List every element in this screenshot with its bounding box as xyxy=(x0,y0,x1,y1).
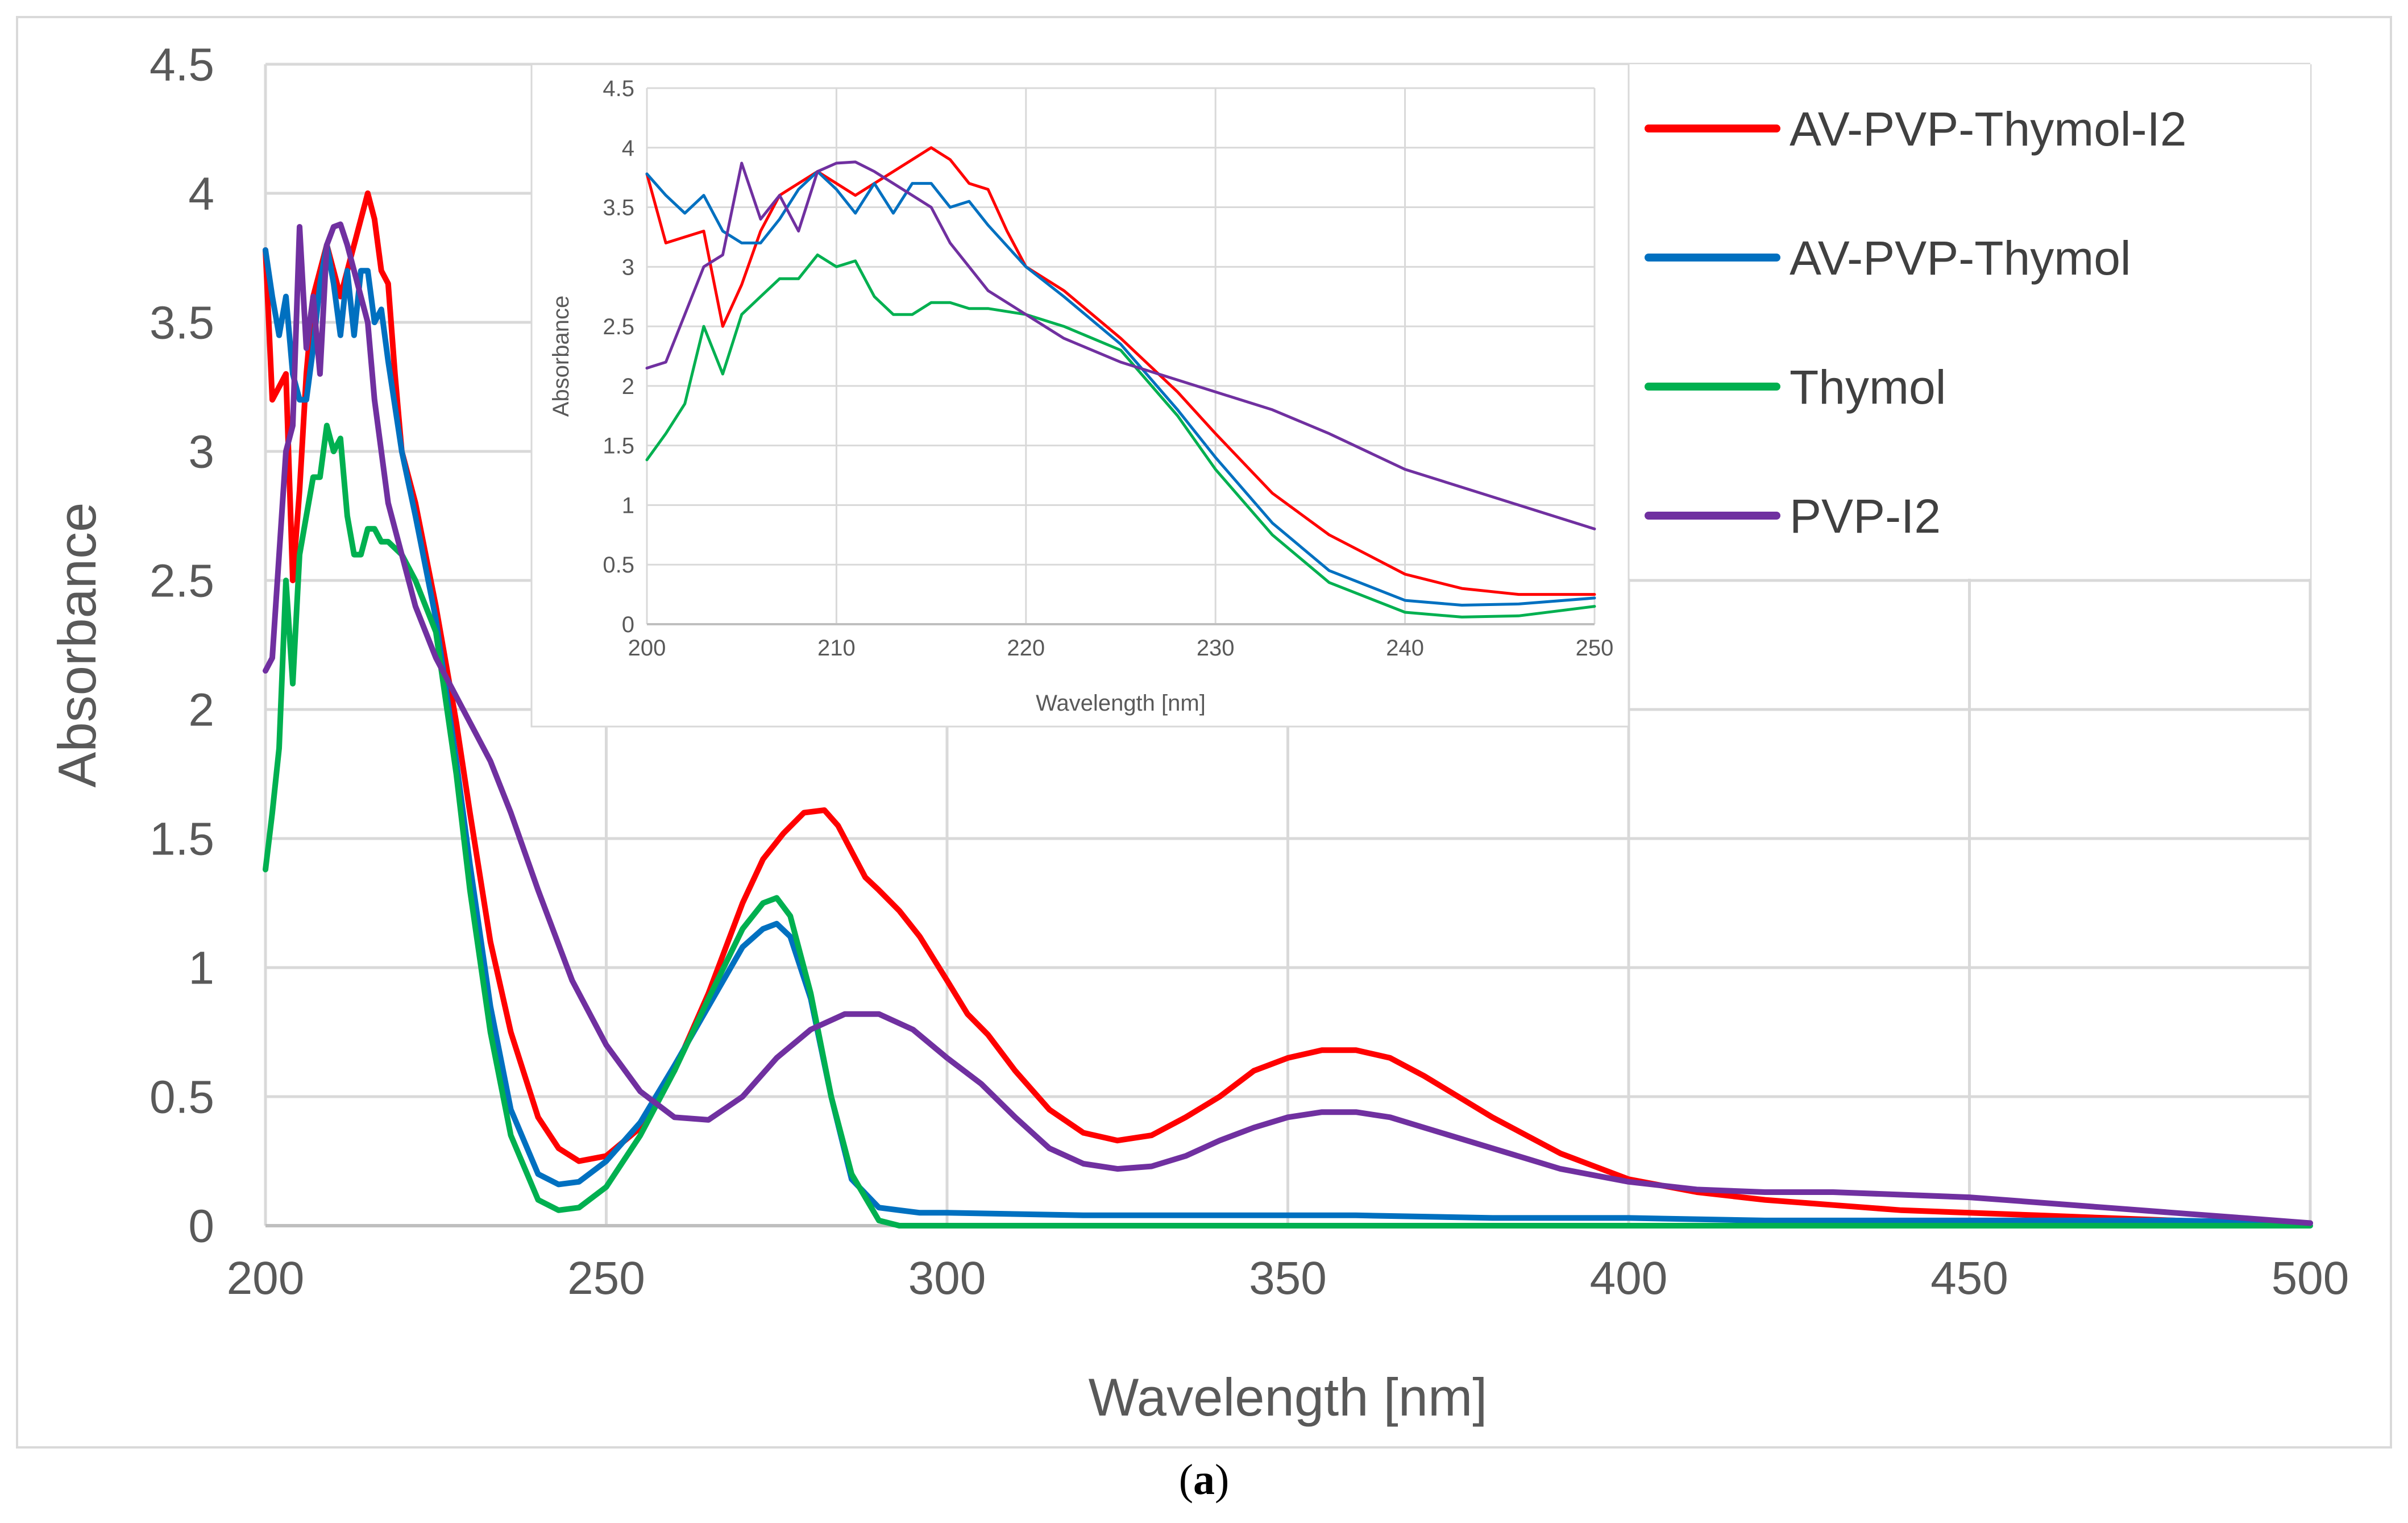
main-series-line-thymol xyxy=(263,422,2313,1229)
inset-y-tick-label: 3 xyxy=(622,255,634,280)
inset-series-line-thymol xyxy=(645,253,1596,619)
main-x-tick-label: 500 xyxy=(2272,1252,2349,1304)
legend-background xyxy=(1627,64,2310,579)
main-x-tick-label: 300 xyxy=(908,1252,986,1304)
inset-y-tick-label: 0.5 xyxy=(603,553,634,578)
caption-open: ( xyxy=(1178,1456,1193,1504)
inset-y-tick-label: 1.5 xyxy=(603,434,634,459)
main-x-tick-label: 200 xyxy=(227,1252,305,1304)
main-y-tick-label: 3.5 xyxy=(150,297,214,349)
inset-series-line-av-pvp-thymol xyxy=(645,170,1596,607)
inset-y-tick-label: 4.5 xyxy=(603,76,634,101)
legend-label: PVP-I2 xyxy=(1790,489,1941,543)
inset-chart: 0 0.5 1 1.5 2 2.5 3 3.5 4 4.5 200 210 220 230 240 250 Wa… xyxy=(530,63,1630,728)
inset-x-tick-label: 240 xyxy=(1386,636,1424,661)
inset-y-axis-title: Absorbance xyxy=(549,296,574,417)
inset-x-tick-label: 250 xyxy=(1576,636,1614,661)
legend-label: AV-PVP-Thymol-I2 xyxy=(1790,102,2187,156)
inset-y-tick-label: 4 xyxy=(622,136,634,161)
main-y-tick-label: 2 xyxy=(188,684,214,736)
legend-label: AV-PVP-Thymol xyxy=(1790,231,2131,285)
main-x-tick-label: 400 xyxy=(1590,1252,1668,1304)
main-y-tick-label: 3 xyxy=(188,426,214,478)
inset-series-line-av-pvp-thymol-i2 xyxy=(645,146,1596,596)
main-y-tick-label: 4.5 xyxy=(150,39,214,91)
figure-caption: (a) xyxy=(0,1455,2408,1507)
inset-y-tick-label: 2 xyxy=(622,374,634,399)
inset-x-tick-label: 230 xyxy=(1197,636,1235,661)
main-x-tick-label: 250 xyxy=(567,1252,645,1304)
main-y-axis-title: Absorbance xyxy=(47,503,107,788)
main-series-line-pvp-i2 xyxy=(263,221,2313,1226)
legend-label: Thymol xyxy=(1790,360,1946,414)
inset-x-tick-label: 200 xyxy=(628,636,666,661)
inset-y-tick-label: 0 xyxy=(622,612,634,637)
inset-y-tick-label: 3.5 xyxy=(603,196,634,221)
caption-letter: a xyxy=(1193,1456,1215,1504)
main-y-tick-label: 2.5 xyxy=(150,555,214,607)
main-y-tick-label: 4 xyxy=(188,168,214,220)
legend: AV-PVP-Thymol-I2 AV-PVP-Thymol Thymol PVP-I… xyxy=(1627,64,2310,579)
caption-close: ) xyxy=(1215,1456,1230,1504)
inset-x-axis-title: Wavelength [nm] xyxy=(1036,691,1206,716)
main-x-tick-label: 450 xyxy=(1930,1252,2008,1304)
main-x-axis-title: Wavelength [nm] xyxy=(1089,1367,1488,1427)
main-y-tick-label: 1 xyxy=(188,943,214,994)
inset-y-tick-label: 1 xyxy=(622,493,634,518)
main-y-tick-label: 0 xyxy=(188,1201,214,1252)
inset-y-tick-label: 2.5 xyxy=(603,314,634,339)
main-y-tick-label: 0.5 xyxy=(150,1072,214,1123)
inset-x-tick-label: 220 xyxy=(1007,636,1045,661)
inset-series-line-pvp-i2 xyxy=(645,160,1596,530)
inset-background xyxy=(530,63,1630,728)
main-y-tick-label: 1.5 xyxy=(150,814,214,865)
inset-x-tick-label: 210 xyxy=(817,636,856,661)
main-x-tick-label: 350 xyxy=(1249,1252,1327,1304)
